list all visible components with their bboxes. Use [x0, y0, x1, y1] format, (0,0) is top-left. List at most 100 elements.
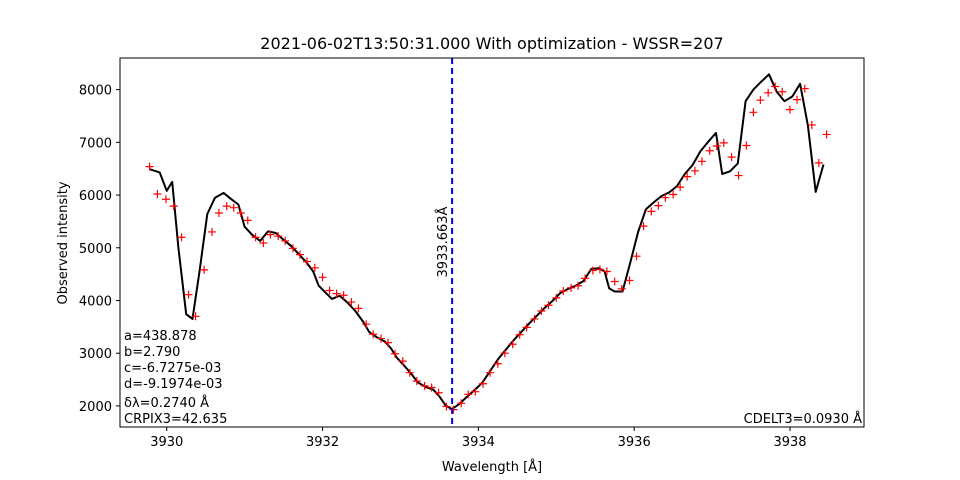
y-tick-label: 8000 [79, 84, 112, 99]
observed-point [500, 349, 509, 358]
observed-point [749, 108, 758, 117]
observed-point [697, 157, 706, 166]
observed-point [712, 142, 721, 151]
observed-point [169, 202, 178, 211]
chart-title: 2021-06-02T13:50:31.000 With optimizatio… [260, 34, 723, 53]
observed-point [145, 162, 154, 171]
observed-point [302, 257, 311, 266]
axis-ticks: 3930 3932 3934 3936 3938 2000 3000 4000 5000 6000… [79, 84, 807, 450]
observed-point [522, 323, 531, 332]
observed-point [676, 183, 685, 192]
observed-point [200, 265, 209, 274]
observed-point [191, 312, 200, 321]
observed-point [610, 277, 619, 286]
x-axis-label: Wavelength [Å] [442, 459, 542, 475]
observed-point [318, 273, 327, 282]
observed-point [508, 340, 517, 349]
observed-point [325, 286, 334, 295]
observed-point [654, 201, 663, 210]
observed-point [647, 207, 656, 216]
observed-point [383, 338, 392, 347]
observed-point [266, 230, 275, 239]
observed-point [683, 172, 692, 181]
observed-point [274, 232, 283, 241]
observed-point [420, 381, 429, 390]
observed-point [412, 377, 421, 386]
y-tick-label: 2000 [79, 400, 112, 415]
observed-point [719, 138, 728, 147]
observed-point [778, 87, 787, 96]
observed-point [347, 298, 356, 307]
param-b: b=2.790 [124, 345, 180, 360]
observed-point [288, 244, 297, 253]
observed-point [405, 368, 414, 377]
observed-point [442, 402, 451, 411]
observed-point [625, 276, 634, 285]
observed-point [552, 293, 561, 302]
observed-point [153, 190, 162, 199]
observed-point [177, 233, 186, 242]
x-tick-label: 3934 [462, 435, 495, 450]
observed-point [362, 320, 371, 329]
param-d: d=-9.1974e-03 [124, 377, 223, 392]
x-tick-label: 3930 [150, 435, 183, 450]
param-c: c=-6.7275e-03 [124, 361, 221, 376]
observed-point [281, 236, 290, 245]
observed-point [669, 190, 678, 199]
observed-point [339, 291, 348, 300]
observed-point [493, 359, 502, 368]
observed-point [537, 307, 546, 316]
observed-point [632, 252, 641, 261]
observed-point [243, 216, 252, 225]
y-axis-label: Observed intensity [56, 181, 71, 304]
observed-point [793, 95, 802, 104]
axes-frame [119, 57, 865, 428]
observed-point [574, 281, 583, 290]
observed-point [310, 263, 319, 272]
param-a: a=438.878 [124, 329, 197, 344]
observed-point [161, 195, 170, 204]
observed-point [236, 208, 245, 217]
observed-point [742, 141, 751, 150]
observed-point [369, 330, 378, 339]
observed-point [764, 88, 773, 97]
observed-point [785, 105, 794, 114]
observed-point [376, 334, 385, 343]
observed-point [544, 301, 553, 310]
observed-point [756, 96, 765, 105]
model-line [149, 73, 825, 411]
observed-point [259, 239, 268, 248]
y-tick-label: 7000 [79, 136, 112, 151]
observed-point [222, 202, 231, 211]
observed-point [207, 227, 216, 236]
observed-point [486, 368, 495, 377]
y-tick-label: 6000 [79, 189, 112, 204]
observed-point [332, 289, 341, 298]
observed-point [567, 283, 576, 292]
observed-point [214, 208, 223, 217]
observed-point [229, 203, 238, 212]
observed-point [639, 222, 648, 231]
observed-point [434, 388, 443, 397]
observed-point [771, 82, 780, 91]
observed-point [734, 171, 743, 180]
observed-point [398, 357, 407, 366]
observed-point [807, 120, 816, 129]
observed-point [727, 153, 736, 162]
observed-point [661, 193, 670, 202]
observed-point [822, 130, 831, 139]
observed-point [690, 166, 699, 175]
x-tick-label: 3932 [306, 435, 339, 450]
observed-point [588, 266, 597, 275]
observed-point [427, 383, 436, 392]
observed-point [449, 405, 458, 414]
y-tick-label: 4000 [79, 294, 112, 309]
x-tick-label: 3936 [618, 435, 651, 450]
plot-area [145, 58, 831, 427]
observed-point [295, 250, 304, 259]
observed-point [705, 146, 714, 155]
y-tick-label: 5000 [79, 242, 112, 257]
observed-point [559, 286, 568, 295]
